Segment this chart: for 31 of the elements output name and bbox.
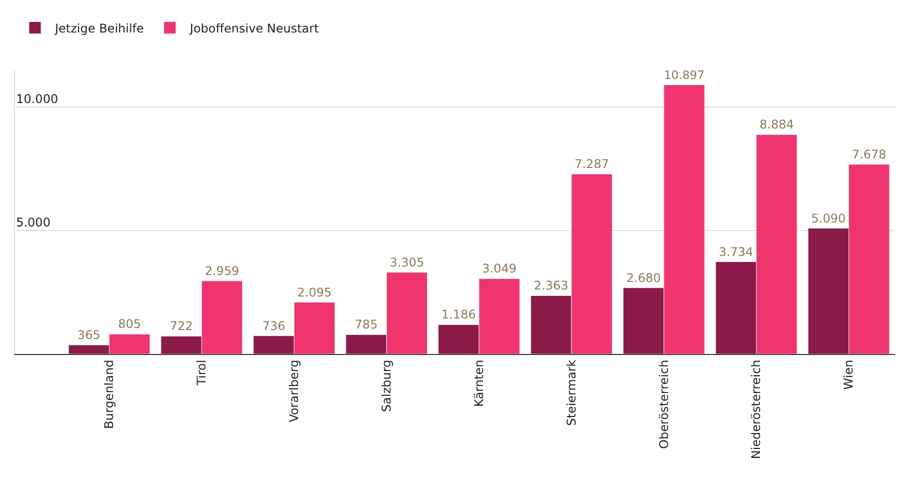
data-label: 2.095	[297, 285, 332, 300]
data-label: 736	[262, 318, 286, 333]
x-tick-label: Steiermark	[564, 360, 578, 426]
y-tick-label: 5.000	[16, 215, 50, 230]
data-label: 8.884	[759, 118, 794, 132]
x-tick-label: Niederösterreich	[749, 360, 764, 460]
data-label: 722	[170, 319, 193, 334]
x-tick-label: Vorarlberg	[287, 360, 302, 422]
data-label: 2.363	[534, 278, 568, 293]
data-label: 10.897	[664, 68, 705, 82]
x-tick-label: Salzburg	[379, 360, 394, 412]
x-tick-label: Tirol	[194, 360, 209, 386]
x-tick-label: Kärnten	[472, 360, 486, 407]
data-label: 7.678	[852, 147, 886, 162]
data-label: 1.186	[441, 308, 476, 322]
x-tick-label: Wien	[842, 360, 856, 390]
data-label: 7.287	[574, 157, 609, 172]
data-label: 5.090	[811, 211, 846, 226]
legend-label: Joboffensive Neustart	[188, 21, 320, 36]
data-label: 785	[354, 318, 378, 332]
legend-label: Jetzige Beihilfe	[54, 21, 144, 36]
data-label: 2.959	[204, 264, 240, 278]
y-tick-label: 10.000	[16, 92, 58, 106]
x-tick-label: Burgenland	[102, 360, 116, 429]
data-label: 2.680	[626, 270, 661, 285]
x-tick-label: Oberösterreich	[656, 360, 671, 449]
data-label: 3.049	[482, 262, 517, 276]
data-label: 3.734	[718, 244, 754, 259]
data-label: 3.305	[390, 255, 424, 270]
data-label: 805	[118, 317, 142, 332]
data-label: 365	[77, 328, 100, 342]
